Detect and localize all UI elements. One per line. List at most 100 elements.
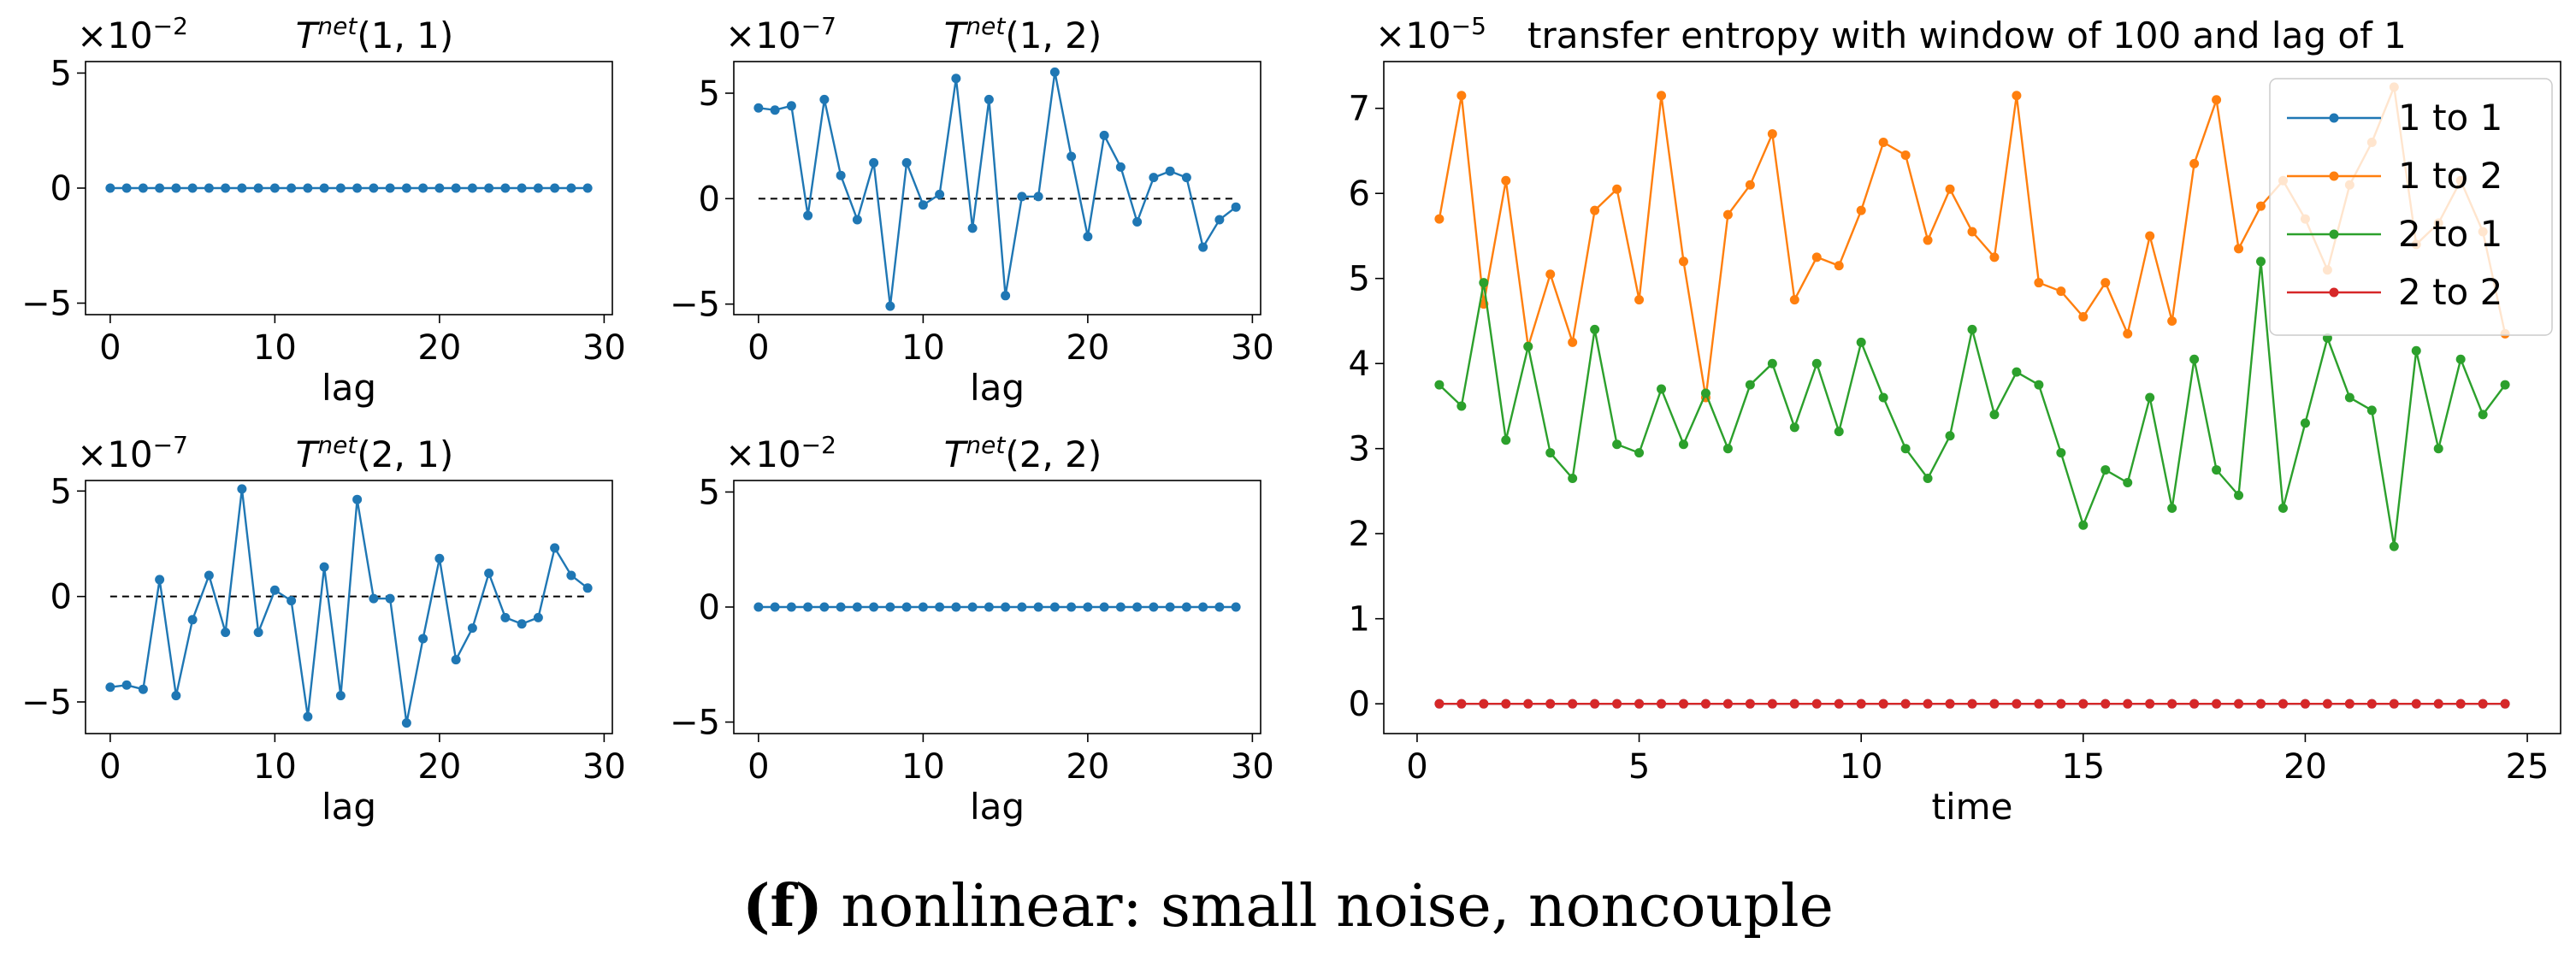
y-tick-label: 5 bbox=[1349, 260, 1370, 299]
data-point bbox=[1181, 173, 1191, 183]
data-point bbox=[155, 575, 165, 585]
data-point bbox=[2212, 465, 2222, 475]
y-tick-label: 5 bbox=[699, 74, 720, 114]
data-point bbox=[1115, 162, 1126, 172]
data-point bbox=[786, 602, 796, 612]
data-point bbox=[1900, 150, 1911, 160]
data-point bbox=[1033, 192, 1043, 202]
data-point bbox=[2034, 699, 2044, 709]
data-point bbox=[1789, 295, 1799, 305]
data-point bbox=[2478, 410, 2488, 420]
data-point bbox=[2344, 392, 2354, 403]
y-tick-label: 2 bbox=[1349, 515, 1370, 554]
data-point bbox=[2123, 477, 2133, 487]
data-point bbox=[1434, 380, 1445, 390]
data-point bbox=[819, 94, 830, 104]
data-point bbox=[1198, 602, 1208, 612]
x-tick-label: 10 bbox=[253, 747, 297, 787]
data-point bbox=[253, 628, 263, 638]
data-point bbox=[303, 711, 313, 722]
series-line bbox=[758, 72, 1237, 307]
data-point bbox=[1568, 474, 1578, 484]
data-point bbox=[753, 602, 764, 612]
data-point bbox=[1049, 67, 1060, 77]
x-tick-label: 20 bbox=[417, 747, 461, 787]
x-axis-label: lag bbox=[970, 786, 1025, 828]
data-point bbox=[1049, 602, 1060, 612]
x-tick-label: 0 bbox=[99, 747, 121, 787]
data-point bbox=[2300, 699, 2310, 709]
data-point bbox=[2278, 503, 2288, 513]
panel-p12: 0 10 20 30 −5 0 5 lag ×10−7 Tnet(1, 2) bbox=[670, 12, 1274, 409]
data-point bbox=[951, 602, 961, 612]
x-tick-label: 30 bbox=[1231, 747, 1274, 787]
data-point bbox=[2145, 699, 2155, 709]
data-point bbox=[2034, 278, 2044, 288]
series-2-to-1 bbox=[1434, 256, 2510, 551]
data-point bbox=[2123, 699, 2133, 709]
data-point bbox=[105, 183, 115, 193]
data-point bbox=[1214, 602, 1225, 612]
data-point bbox=[1456, 699, 1467, 709]
data-point bbox=[2433, 444, 2443, 454]
legend-entry-label: 1 to 1 bbox=[2398, 97, 2502, 139]
data-point bbox=[221, 628, 231, 638]
x-tick-label: 25 bbox=[2506, 747, 2549, 787]
data-point bbox=[803, 210, 813, 221]
y-tick-label: −5 bbox=[21, 285, 72, 324]
data-point bbox=[836, 602, 846, 612]
data-point bbox=[1165, 166, 1175, 176]
data-point bbox=[1989, 699, 2000, 709]
data-point bbox=[500, 612, 511, 622]
panel-title: Tnet(1, 1) bbox=[296, 12, 454, 56]
data-point bbox=[852, 215, 862, 225]
series-series bbox=[753, 602, 1241, 612]
axes-frame bbox=[733, 61, 1261, 315]
data-point bbox=[1523, 341, 1533, 351]
data-point bbox=[1132, 216, 1143, 227]
data-point bbox=[885, 602, 895, 612]
data-point bbox=[287, 183, 297, 193]
data-point bbox=[918, 200, 928, 210]
data-point bbox=[2078, 520, 2089, 530]
data-point bbox=[935, 602, 945, 612]
data-point bbox=[566, 183, 576, 193]
data-point bbox=[1789, 699, 1799, 709]
data-point bbox=[1545, 448, 1556, 458]
data-point bbox=[2123, 328, 2133, 339]
data-point bbox=[467, 623, 477, 634]
data-point bbox=[803, 602, 813, 612]
data-point bbox=[187, 183, 198, 193]
data-point bbox=[753, 103, 764, 113]
data-point bbox=[1115, 602, 1126, 612]
data-point bbox=[1945, 184, 1955, 194]
data-point bbox=[369, 183, 379, 193]
data-point bbox=[1214, 215, 1225, 225]
data-point bbox=[1856, 205, 1866, 215]
data-point bbox=[517, 619, 527, 629]
data-point bbox=[1700, 699, 1710, 709]
data-point bbox=[1834, 261, 1844, 271]
data-point bbox=[2056, 448, 2066, 458]
data-point bbox=[566, 570, 576, 581]
panel-title: transfer entropy with window of 100 and … bbox=[1527, 15, 2407, 56]
data-point bbox=[2012, 91, 2022, 101]
data-point bbox=[550, 183, 560, 193]
data-point bbox=[1834, 699, 1844, 709]
legend-entry-label: 2 to 1 bbox=[2398, 213, 2502, 255]
data-point bbox=[918, 602, 928, 612]
data-point bbox=[2234, 490, 2244, 500]
data-point bbox=[1523, 699, 1533, 709]
data-point bbox=[1900, 699, 1911, 709]
data-point bbox=[1700, 388, 1710, 398]
panel-title: Tnet(2, 2) bbox=[944, 431, 1102, 475]
data-point bbox=[1745, 180, 1755, 190]
data-point bbox=[582, 183, 593, 193]
axes-frame bbox=[1383, 61, 2561, 734]
y-tick-label: 0 bbox=[699, 588, 720, 628]
data-point bbox=[1678, 439, 1688, 450]
series-line bbox=[109, 488, 588, 723]
y-tick-label: 5 bbox=[50, 54, 72, 93]
x-tick-label: 10 bbox=[901, 747, 945, 787]
data-point bbox=[335, 183, 346, 193]
